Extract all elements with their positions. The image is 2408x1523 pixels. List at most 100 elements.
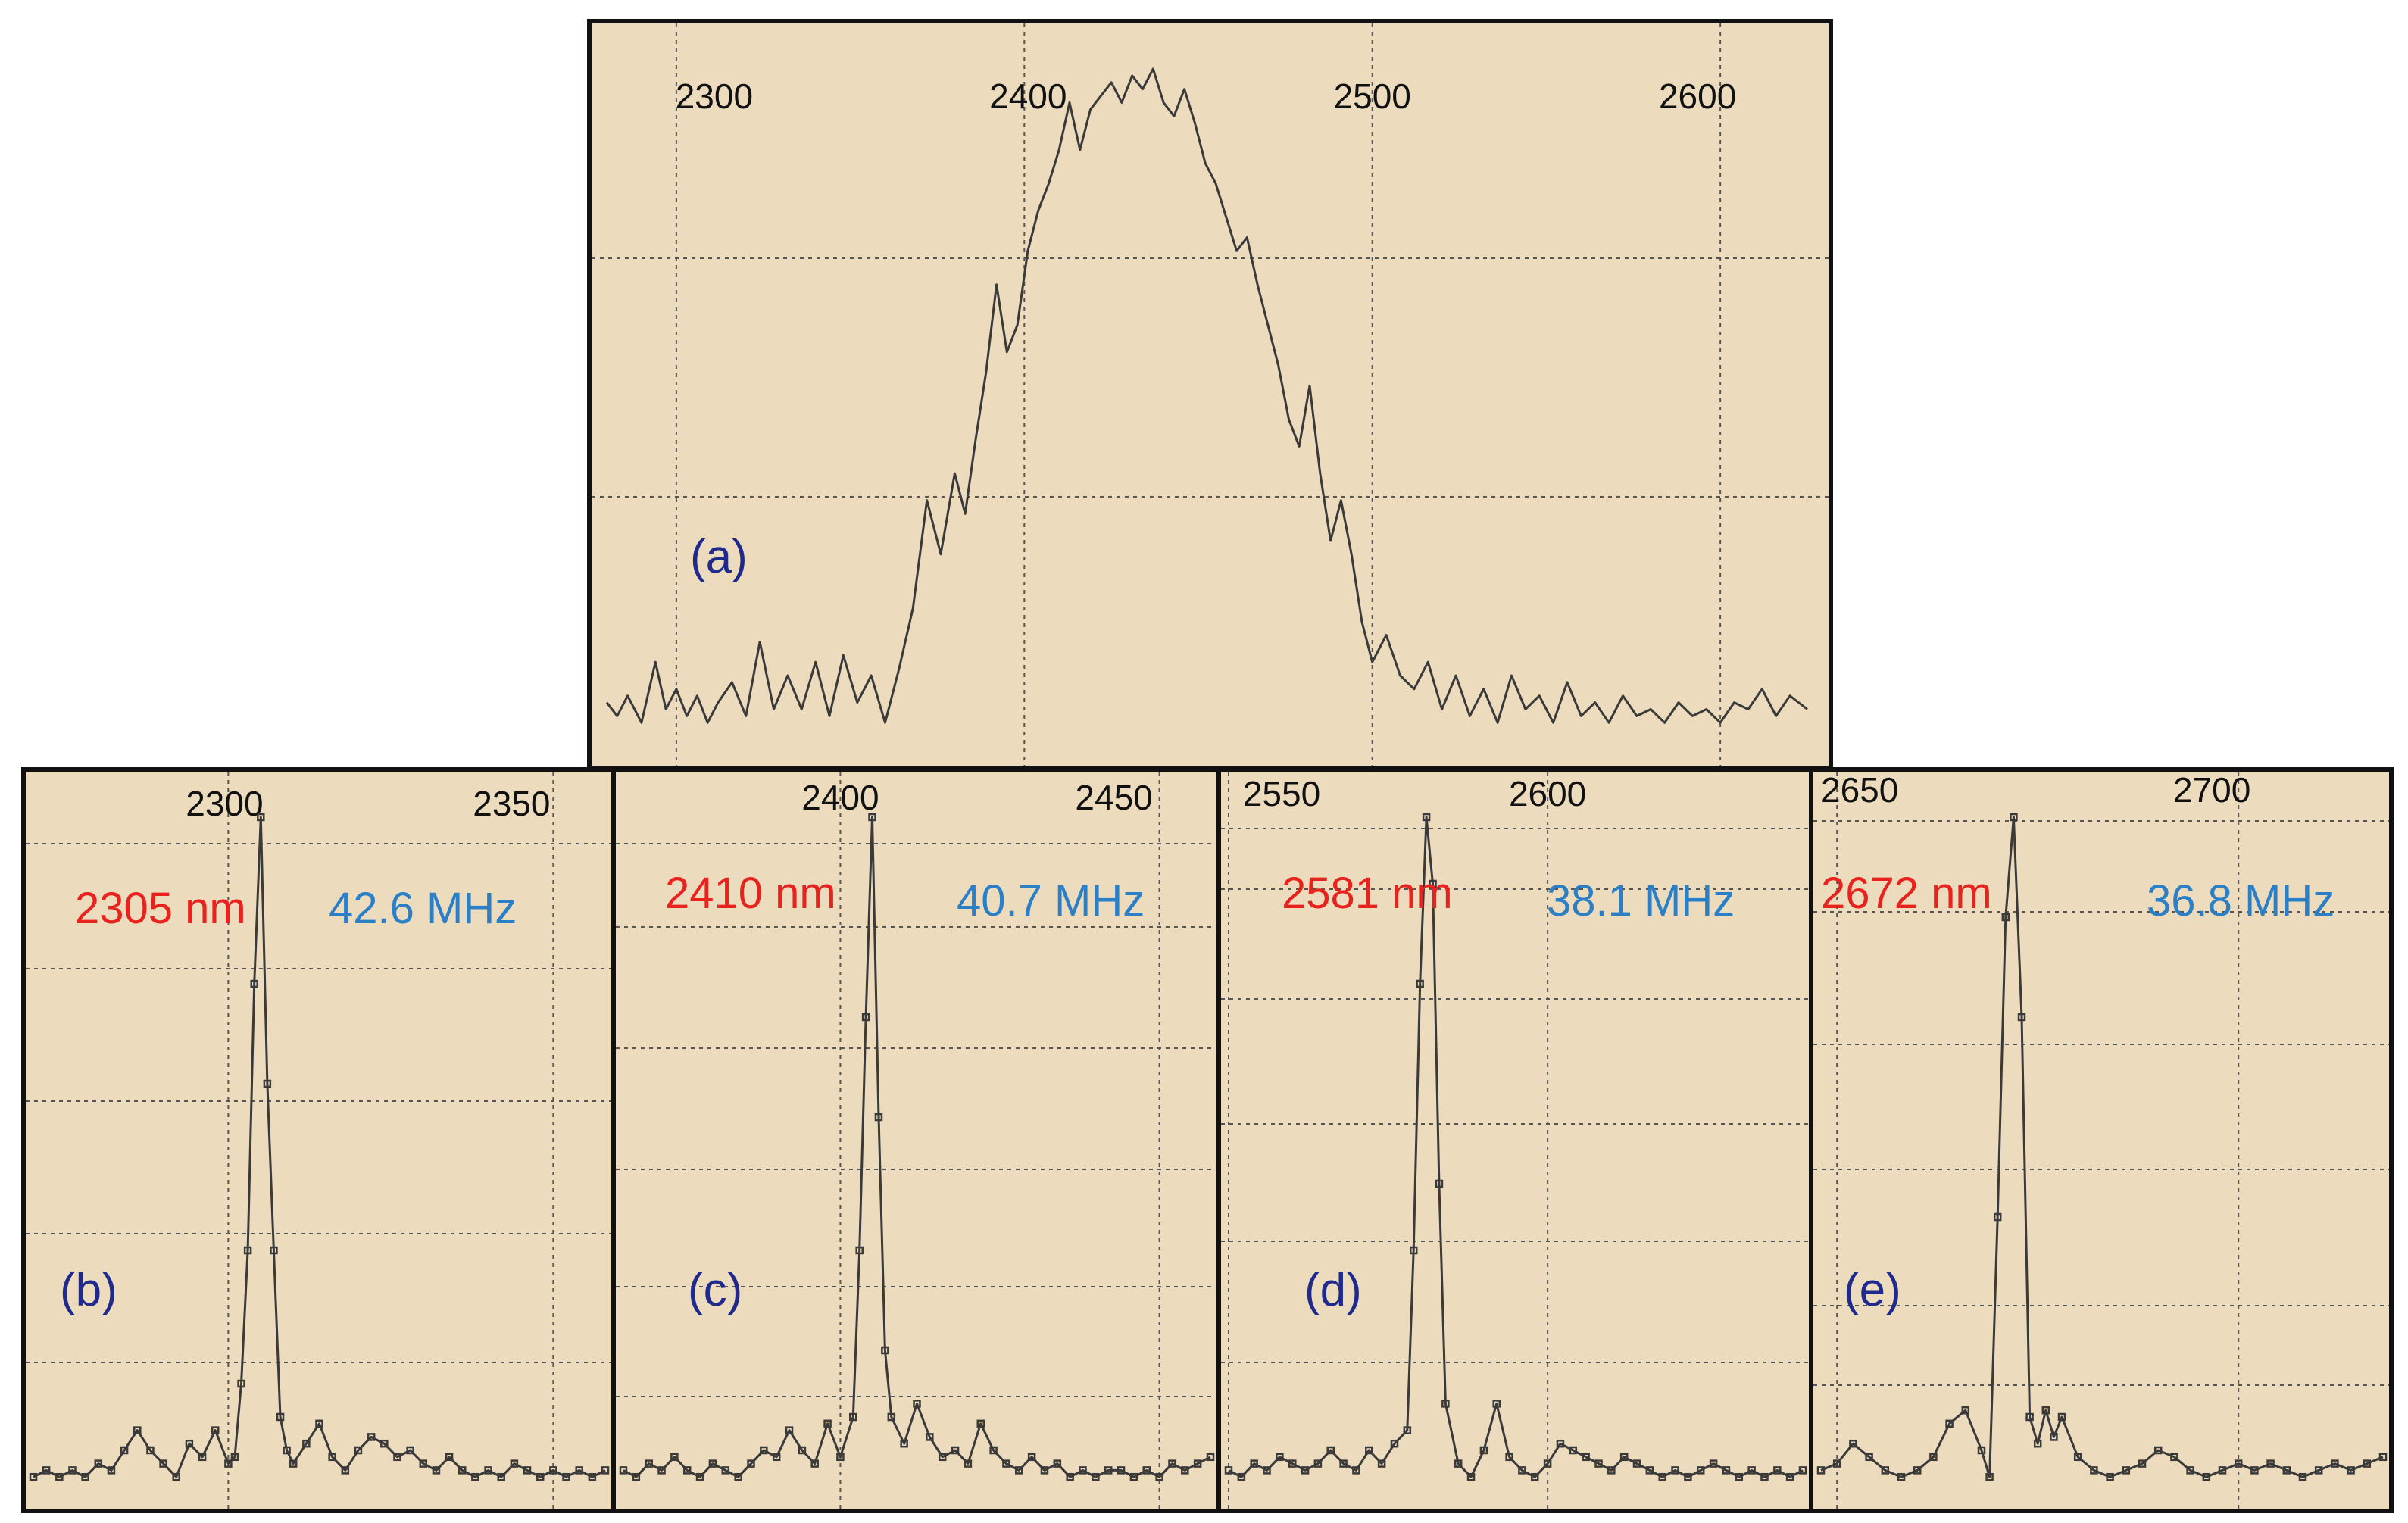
data-point-e-33 <box>2266 1459 2275 1468</box>
x-tick-label-e-0: 2650 <box>1821 772 1898 810</box>
data-point-c-2 <box>645 1459 653 1468</box>
bandwidth-label-c: 40.7 MHz <box>957 876 1145 925</box>
data-point-c-14 <box>798 1446 807 1455</box>
data-point-b-8 <box>133 1426 142 1434</box>
data-point-c-28 <box>938 1453 947 1462</box>
data-point-d-44 <box>1747 1466 1756 1475</box>
data-point-e-11 <box>1985 1472 1994 1481</box>
data-point-c-24 <box>887 1412 896 1422</box>
data-point-d-10 <box>1352 1466 1360 1475</box>
data-point-d-7 <box>1313 1459 1323 1468</box>
data-point-c-47 <box>1181 1466 1189 1475</box>
data-point-e-16 <box>2025 1412 2034 1422</box>
panel-label-d: (d) <box>1304 1264 1362 1316</box>
data-point-d-32 <box>1594 1459 1603 1468</box>
data-point-d-2 <box>1250 1459 1258 1468</box>
data-point-c-42 <box>1117 1466 1126 1475</box>
data-point-e-17 <box>2033 1439 2042 1448</box>
data-point-d-1 <box>1237 1472 1246 1481</box>
data-point-d-12 <box>1377 1459 1386 1468</box>
data-point-e-20 <box>2057 1412 2066 1422</box>
data-point-b-13 <box>198 1453 207 1462</box>
data-point-e-5 <box>1897 1472 1906 1481</box>
data-point-d-47 <box>1785 1472 1794 1481</box>
data-point-d-36 <box>1645 1466 1654 1475</box>
data-point-e-13 <box>2001 913 2010 922</box>
data-point-b-15 <box>224 1459 233 1468</box>
data-point-c-19 <box>855 1246 864 1255</box>
data-point-d-17 <box>1422 813 1431 822</box>
data-point-b-25 <box>289 1459 298 1468</box>
data-point-c-7 <box>708 1459 717 1468</box>
data-point-d-43 <box>1735 1472 1744 1481</box>
data-point-e-26 <box>2153 1446 2163 1455</box>
data-point-c-3 <box>657 1466 666 1475</box>
data-point-e-30 <box>2218 1466 2227 1475</box>
x-tick-label-b-0: 2300 <box>186 784 263 823</box>
data-point-e-40 <box>2378 1453 2388 1462</box>
bandwidth-label-e: 36.8 MHz <box>2147 876 2335 925</box>
data-point-c-37 <box>1053 1459 1062 1468</box>
data-point-d-23 <box>1479 1446 1488 1455</box>
data-point-e-25 <box>2138 1459 2147 1468</box>
data-point-b-3 <box>68 1466 77 1475</box>
data-point-e-23 <box>2106 1472 2114 1481</box>
data-point-d-40 <box>1696 1466 1705 1475</box>
data-point-c-49 <box>1206 1453 1215 1462</box>
data-point-d-8 <box>1326 1446 1335 1455</box>
panel-label-e: (e) <box>1844 1264 1901 1316</box>
data-point-c-33 <box>1002 1459 1010 1468</box>
data-point-c-27 <box>926 1433 934 1441</box>
data-point-d-39 <box>1684 1472 1692 1481</box>
data-point-c-8 <box>721 1466 730 1475</box>
data-point-c-34 <box>1015 1466 1023 1475</box>
data-point-d-26 <box>1518 1466 1526 1475</box>
data-point-e-14 <box>2010 813 2018 822</box>
data-point-b-7 <box>120 1446 129 1455</box>
data-point-b-49 <box>601 1466 610 1475</box>
x-tick-label-a-0: 2300 <box>676 76 753 116</box>
data-point-e-8 <box>1945 1419 1954 1428</box>
wavelength-label-b: 2305 nm <box>75 884 246 933</box>
data-point-b-19 <box>250 979 258 988</box>
data-point-b-26 <box>302 1439 311 1448</box>
data-point-d-30 <box>1569 1446 1578 1455</box>
wavelength-label-c: 2410 nm <box>665 869 836 918</box>
data-point-d-27 <box>1531 1472 1539 1481</box>
data-point-b-9 <box>146 1446 155 1455</box>
spectrum-chart-b: 2300 2350 (b) 2305 nm 42.6 MHz <box>26 772 611 1509</box>
data-point-c-9 <box>734 1472 742 1481</box>
data-point-d-31 <box>1582 1453 1590 1462</box>
spectrum-chart-c: 2400 2450 (c) 2410 nm 40.7 MHz <box>616 772 1216 1509</box>
data-point-e-24 <box>2122 1466 2131 1475</box>
data-point-d-33 <box>1607 1466 1616 1475</box>
data-point-d-45 <box>1760 1472 1769 1481</box>
x-tick-label-c-0: 2400 <box>801 778 879 817</box>
data-point-b-31 <box>367 1433 376 1441</box>
x-tick-label-a-1: 2400 <box>989 76 1067 116</box>
bandwidth-label-d: 38.1 MHz <box>1547 876 1735 925</box>
data-point-c-46 <box>1168 1459 1176 1468</box>
data-point-e-21 <box>2073 1453 2082 1462</box>
data-point-d-14 <box>1403 1426 1412 1434</box>
panel-label-b: (b) <box>60 1264 117 1316</box>
data-point-c-48 <box>1193 1459 1202 1468</box>
data-point-e-7 <box>1929 1453 1938 1462</box>
data-point-b-42 <box>510 1459 519 1468</box>
data-point-d-20 <box>1441 1400 1450 1408</box>
data-point-c-15 <box>810 1459 819 1468</box>
data-point-c-40 <box>1092 1472 1100 1481</box>
data-point-d-9 <box>1339 1459 1348 1468</box>
spectrum-panel-e: 2650 2700 (e) 2672 nm 36.8 MHz <box>1809 767 2394 1513</box>
data-point-c-18 <box>849 1412 857 1422</box>
data-point-b-23 <box>276 1412 285 1422</box>
wavelength-label-d: 2581 nm <box>1282 869 1453 918</box>
spectrum-trace-e <box>1820 816 2384 1478</box>
data-point-b-12 <box>185 1439 194 1448</box>
data-point-b-41 <box>497 1472 505 1481</box>
data-point-d-19 <box>1435 1179 1444 1188</box>
data-point-d-29 <box>1556 1439 1565 1448</box>
data-point-b-43 <box>523 1466 532 1475</box>
data-point-b-4 <box>81 1472 89 1481</box>
data-point-b-17 <box>237 1379 245 1388</box>
